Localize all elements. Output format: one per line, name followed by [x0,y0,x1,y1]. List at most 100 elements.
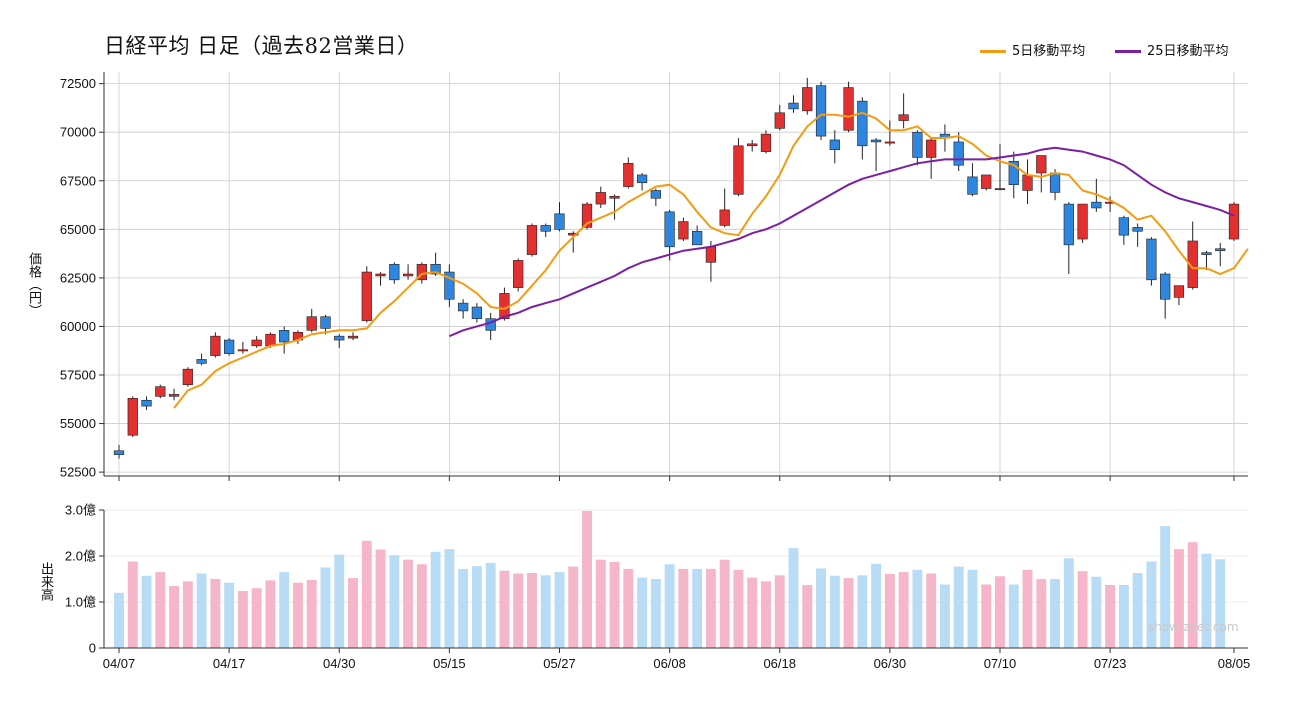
candle-up [526,225,538,255]
x-tick-label: 06/18 [763,656,796,671]
volume-bar [1187,542,1198,648]
candle-down [389,263,400,281]
candle-up [306,316,317,331]
candle-down [1091,201,1102,209]
price-tick-label: 57500 [60,368,96,383]
candle-up [402,273,414,277]
volume-bar [114,592,124,648]
ma25-line [449,146,1235,338]
candle-up [182,368,193,386]
volume-bar [609,561,620,648]
volume-bar [416,564,427,648]
candle-up [678,221,689,240]
candle-up [609,196,620,199]
volume-tick-label: 3.0億 [65,503,96,518]
price-tick-label: 67500 [60,173,96,188]
candle-down [815,85,827,137]
volume-bar [361,540,372,648]
volume-bar [1118,584,1129,648]
price-tick-label: 52500 [60,465,96,480]
volume-bar [224,582,235,648]
x-tick-label: 04/17 [213,656,246,671]
volume-bar [1146,561,1157,648]
volume-bar [375,549,386,648]
volume-bar [788,548,799,648]
candle-down [471,306,483,319]
volume-bar [182,581,193,648]
volume-bar [1022,569,1033,648]
volume-bar [1132,573,1143,648]
price-tick-label: 60000 [60,319,96,334]
price-tick-label: 72500 [60,76,96,91]
candle-up [513,260,524,288]
candle-down [829,139,840,150]
volume-bar [898,572,909,648]
candle-down [1132,227,1143,232]
volume-bar [458,568,469,648]
price-tick-label: 55000 [60,416,96,431]
x-tick-label: 04/30 [323,656,356,671]
candle-up [760,133,772,152]
candle-up [981,174,992,189]
volume-tick-label: 1.0億 [65,595,96,610]
candle-up [1022,174,1033,191]
volume-bar [292,582,303,648]
volume-bar [1008,584,1019,648]
volume-bar [953,566,964,648]
volume-bar [568,566,579,648]
candle-up [416,263,427,281]
candle-down [444,271,455,300]
x-tick-label: 05/27 [543,656,576,671]
volume-bar [1160,526,1171,648]
volume-bar [430,551,441,648]
ma5-line [173,111,1249,409]
candle-up [994,188,1006,191]
volume-bar [1201,553,1212,648]
volume-bar [527,573,537,648]
volume-bar [650,579,661,648]
volume-bar [348,578,358,648]
volume-bar [747,577,758,648]
candle-down [857,100,868,147]
candle-up [843,87,854,131]
candle-down [650,190,661,199]
candle-up [210,335,221,356]
candle-down [113,450,125,455]
volume-bar [623,568,634,648]
volume-bar [279,572,290,648]
x-tick-label: 06/30 [874,656,907,671]
volume-bar [705,568,716,648]
volume-bar [471,566,482,648]
x-tick-label: 06/08 [653,656,686,671]
legend-ma25-swatch [1115,50,1141,53]
volume-bar [1215,559,1226,648]
volume-axis-label: 出来高 [38,562,53,601]
candle-down [1201,252,1212,255]
candle-down [196,359,207,364]
candle-down [636,174,648,184]
volume-bar [554,572,565,648]
x-tick-label: 05/15 [433,656,466,671]
price-tick-label: 62500 [60,270,96,285]
candle-up [719,209,730,226]
candle-down [1008,161,1019,185]
x-tick-label: 07/10 [984,656,1017,671]
candle-up [1173,285,1185,298]
x-tick-label: 08/05 [1218,656,1251,671]
volume-bar [912,569,923,648]
candle-down [430,263,441,275]
volume-bar [141,575,152,648]
candle-down [1215,248,1226,251]
candle-up [251,339,262,347]
candle-up [802,87,813,112]
volume-bar [155,572,166,648]
volume-bar [499,570,510,648]
candle-up [747,143,758,147]
volume-bar [582,510,592,648]
volume-bar [389,555,400,648]
volume-bar [320,567,331,648]
candle-down [1160,273,1171,300]
volume-bar [774,575,785,648]
candle-down [540,225,551,232]
candle-up [595,192,606,205]
